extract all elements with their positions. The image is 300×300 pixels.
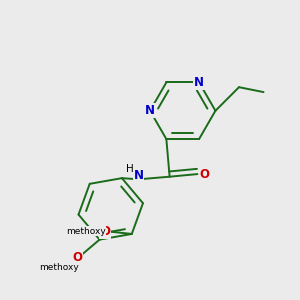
Text: H: H (125, 164, 133, 174)
Text: N: N (145, 104, 155, 117)
Text: methoxy: methoxy (39, 263, 79, 272)
Text: N: N (194, 76, 204, 89)
Text: N: N (134, 169, 143, 182)
Text: methoxy: methoxy (66, 227, 106, 236)
Text: O: O (100, 225, 110, 238)
Text: O: O (200, 168, 210, 181)
Text: O: O (72, 251, 82, 264)
